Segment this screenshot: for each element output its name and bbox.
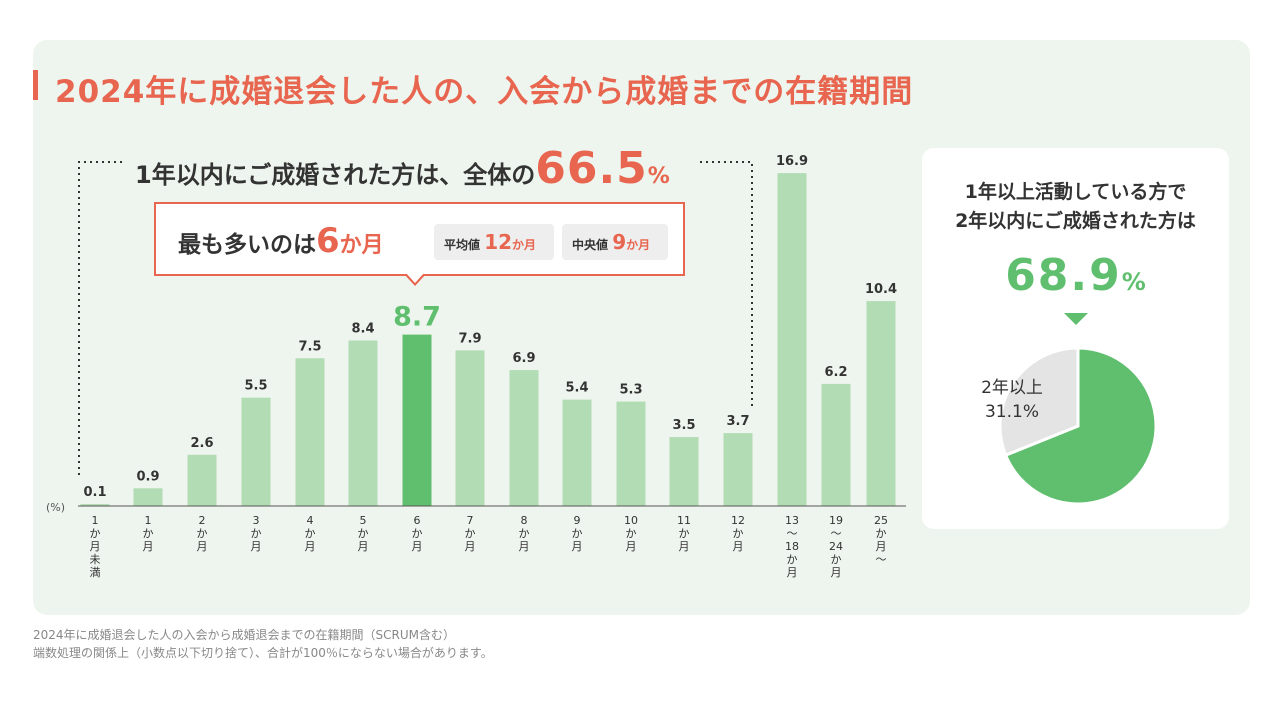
tick-label-4: 4 か月	[305, 514, 316, 553]
pie-card: 1年以上活動している方で 2年以内にご成婚された方は 68.9% 2年以上 31…	[922, 148, 1229, 529]
bar-10	[616, 401, 646, 506]
pie-other-label: 2年以上 31.1%	[972, 376, 1052, 424]
pie-heading-line1: 1年以上活動している方で	[964, 181, 1187, 203]
pie-heading: 1年以上活動している方で 2年以内にご成婚された方は	[922, 178, 1229, 236]
bar-4	[295, 358, 325, 506]
footnote: 2024年に成婚退会した人の入会から成婚退会までの在籍期間（SCRUM含む） 端…	[33, 626, 493, 662]
value-label-4: 7.5	[298, 339, 321, 354]
bracket-left-line	[78, 161, 125, 475]
value-label-0: 0.1	[83, 485, 106, 500]
pie-unit: %	[1121, 268, 1146, 296]
tick-label-7: 7 か月	[465, 514, 476, 553]
bar-3	[241, 397, 271, 506]
title-accent-bar	[33, 70, 38, 100]
bar-8	[509, 370, 539, 506]
tick-label-9: 9 か月	[572, 514, 583, 553]
tick-label-14: 19 〜 24 か月	[829, 514, 843, 579]
tick-label-11: 11 か月	[677, 514, 691, 553]
pie-slice-1	[998, 346, 1080, 458]
summary-prefix: 1年以内にご成婚された方は、全体の	[135, 161, 536, 189]
tick-label-10: 10 か月	[624, 514, 638, 553]
tick-label-5: 5 か月	[358, 514, 369, 553]
value-label-15: 10.4	[865, 282, 897, 297]
bar-5	[348, 340, 378, 506]
bar-7	[455, 350, 485, 506]
pie-slice-0	[1003, 346, 1158, 506]
median-unit: か月	[626, 238, 651, 252]
bar-6	[402, 334, 432, 506]
mode-prefix: 最も多いのは	[178, 232, 316, 258]
callout-pointer-fill	[406, 273, 424, 283]
pie-other-value: 31.1%	[984, 402, 1039, 422]
summary-value: 66.5	[535, 143, 648, 194]
median-label: 中央値	[572, 238, 609, 252]
value-label-11: 3.5	[672, 418, 695, 433]
tick-label-6: 6 か月	[412, 514, 423, 553]
mode-unit: か月	[339, 233, 384, 258]
value-label-7: 7.9	[458, 331, 481, 346]
pie-down-arrow-icon	[1064, 313, 1088, 325]
value-label-3: 5.5	[244, 379, 267, 394]
pie-chart	[998, 346, 1158, 506]
value-label-12: 3.7	[726, 414, 749, 429]
pie-other-name: 2年以上	[981, 378, 1043, 398]
tick-label-1: 1 か月	[143, 514, 154, 553]
pie-heading-line2: 2年以内にご成婚された方は	[955, 210, 1196, 232]
value-label-9: 5.4	[565, 381, 588, 396]
bar-1	[133, 488, 163, 506]
tick-label-12: 12 か月	[731, 514, 745, 553]
average-chip: 平均値 12か月	[434, 224, 554, 260]
average-unit: か月	[512, 238, 537, 252]
bar-12	[723, 433, 753, 506]
average-value: 12	[484, 230, 513, 254]
bar-15	[866, 301, 896, 506]
summary-unit: %	[647, 164, 670, 189]
footnote-line2: 端数処理の関係上（小数点以下切り捨て）、合計が100％にならない場合があります。	[33, 646, 493, 660]
tick-label-13: 13 〜 18 か月	[785, 514, 799, 579]
median-chip: 中央値 9か月	[562, 224, 668, 260]
value-label-14: 6.2	[824, 365, 847, 380]
average-label: 平均値	[444, 238, 481, 252]
mode-value: 6	[316, 221, 340, 261]
mode-callout-text: 最も多いのは6か月	[178, 221, 384, 261]
bracket-right-line	[700, 161, 753, 408]
tick-label-0: 1 か月未満	[90, 514, 101, 579]
chart-title: 2024年に成婚退会した人の、入会から成婚までの在籍期間	[55, 74, 914, 110]
value-label-5: 8.4	[351, 322, 374, 337]
mode-callout-box: 最も多いのは6か月 平均値 12か月 中央値 9か月	[154, 202, 685, 276]
value-label-1: 0.9	[136, 469, 159, 484]
tick-label-8: 8 か月	[519, 514, 530, 553]
value-label-8: 6.9	[512, 351, 535, 366]
bar-14	[821, 383, 851, 506]
summary-text: 1年以内にご成婚された方は、全体の66.5%	[125, 143, 680, 194]
bar-9	[562, 399, 592, 506]
y-axis-unit-label: (%)	[46, 501, 65, 514]
value-label-13: 16.9	[776, 154, 808, 169]
bar-11	[669, 437, 699, 506]
bar-0	[80, 504, 110, 506]
tick-label-15: 25 か月〜	[874, 514, 888, 566]
pie-percentage: 68.9%	[922, 250, 1229, 301]
bar-13	[777, 173, 807, 506]
tick-label-2: 2 か月	[197, 514, 208, 553]
bar-2	[187, 454, 217, 506]
pie-value: 68.9	[1005, 250, 1122, 301]
footnote-line1: 2024年に成婚退会した人の入会から成婚退会までの在籍期間（SCRUM含む）	[33, 628, 456, 642]
value-label-6: 8.7	[393, 302, 441, 333]
value-label-10: 5.3	[619, 383, 642, 398]
tick-label-3: 3 か月	[251, 514, 262, 553]
median-value: 9	[612, 230, 627, 254]
value-label-2: 2.6	[190, 436, 213, 451]
